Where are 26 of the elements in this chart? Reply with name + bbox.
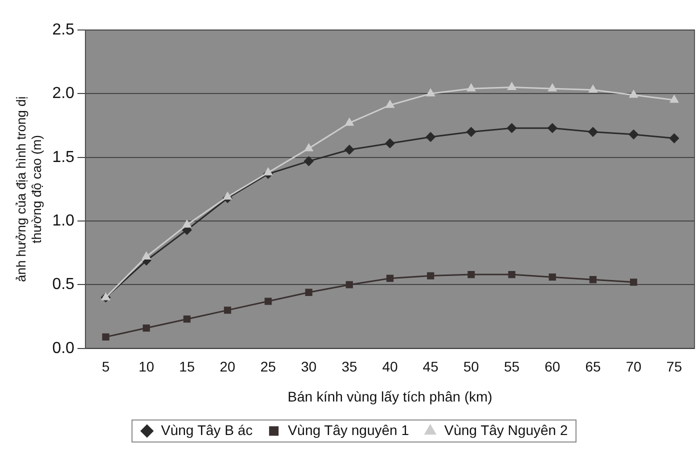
legend-label: Vùng Tây Nguyên 2 bbox=[444, 422, 568, 438]
x-tick-label: 20 bbox=[220, 358, 236, 375]
y-tick-label: 1.5 bbox=[52, 148, 75, 166]
x-tick-label: 25 bbox=[260, 358, 276, 375]
y-axis-title: ảnh hưởng của địa hình trong dị thường độ cao (m) bbox=[13, 96, 44, 282]
legend-label: Vùng Tây B ác bbox=[161, 422, 253, 438]
x-tick-label: 40 bbox=[382, 358, 398, 375]
x-tick-label: 5 bbox=[102, 358, 110, 375]
x-tick-label: 10 bbox=[138, 358, 154, 375]
x-tick-label: 70 bbox=[626, 358, 642, 375]
y-tick-label: 2.0 bbox=[52, 85, 75, 102]
y-tick-label: 2.5 bbox=[52, 21, 75, 38]
x-tick-label: 60 bbox=[544, 358, 560, 375]
x-tick-label: 35 bbox=[342, 358, 358, 375]
x-tick-label: 65 bbox=[585, 358, 601, 375]
x-axis-title: Bán kính vùng lấy tích phân (km) bbox=[288, 388, 492, 404]
y-tick-label: 0.5 bbox=[52, 276, 75, 294]
x-tick-label: 75 bbox=[666, 358, 682, 375]
x-tick-label: 30 bbox=[300, 358, 317, 375]
legend-label: Vùng Tây nguyên 1 bbox=[288, 422, 410, 438]
x-tick-label: 15 bbox=[179, 358, 195, 375]
x-tick-label: 45 bbox=[422, 358, 439, 375]
x-tick-label: 55 bbox=[504, 358, 520, 375]
y-tick-label: 1.0 bbox=[52, 212, 75, 230]
y-tick-label: 0.0 bbox=[52, 340, 75, 357]
x-tick-label: 50 bbox=[463, 358, 480, 375]
